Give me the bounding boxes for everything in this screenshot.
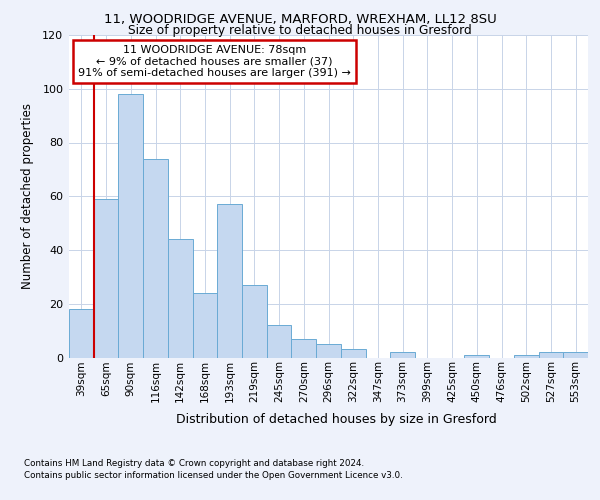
Bar bbox=[390, 352, 415, 358]
Text: 11 WOODRIDGE AVENUE: 78sqm
← 9% of detached houses are smaller (37)
91% of semi-: 11 WOODRIDGE AVENUE: 78sqm ← 9% of detac… bbox=[78, 44, 351, 78]
Bar bbox=[217, 204, 242, 358]
Bar bbox=[94, 199, 118, 358]
Text: Contains public sector information licensed under the Open Government Licence v3: Contains public sector information licen… bbox=[24, 471, 403, 480]
Text: Distribution of detached houses by size in Gresford: Distribution of detached houses by size … bbox=[176, 412, 496, 426]
Text: Contains HM Land Registry data © Crown copyright and database right 2024.: Contains HM Land Registry data © Crown c… bbox=[24, 458, 364, 468]
Bar bbox=[118, 94, 143, 357]
Text: 11, WOODRIDGE AVENUE, MARFORD, WREXHAM, LL12 8SU: 11, WOODRIDGE AVENUE, MARFORD, WREXHAM, … bbox=[104, 12, 496, 26]
Bar bbox=[242, 285, 267, 358]
Bar bbox=[168, 240, 193, 358]
Bar bbox=[143, 158, 168, 358]
Bar bbox=[267, 325, 292, 358]
Bar bbox=[193, 293, 217, 358]
Bar bbox=[464, 355, 489, 358]
Bar bbox=[69, 309, 94, 358]
Bar bbox=[514, 355, 539, 358]
Bar bbox=[539, 352, 563, 358]
Text: Size of property relative to detached houses in Gresford: Size of property relative to detached ho… bbox=[128, 24, 472, 37]
Y-axis label: Number of detached properties: Number of detached properties bbox=[21, 104, 34, 289]
Bar bbox=[563, 352, 588, 358]
Bar bbox=[292, 338, 316, 357]
Bar bbox=[316, 344, 341, 358]
Bar bbox=[341, 350, 365, 358]
